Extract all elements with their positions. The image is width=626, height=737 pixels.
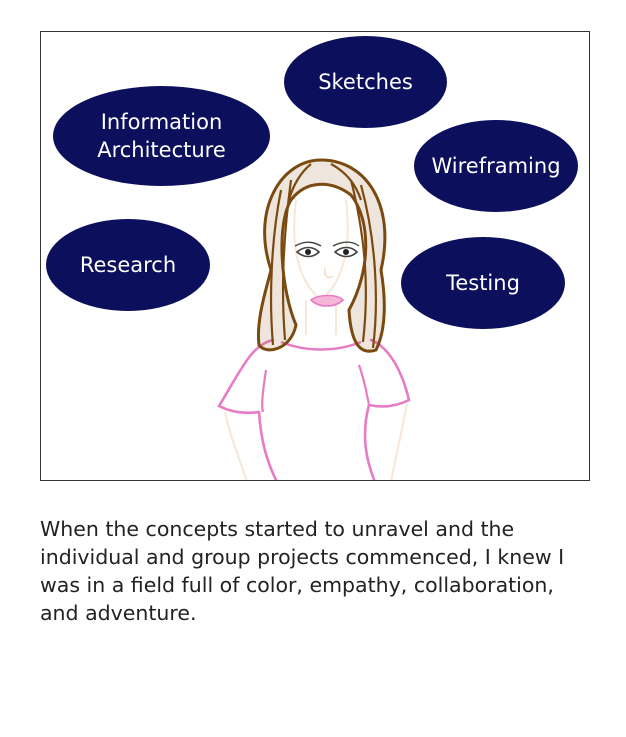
- shirt-outline: [217, 338, 278, 480]
- bubble-sketches-label: Sketches: [318, 70, 413, 94]
- bubble-wireframing-label: Wireframing: [431, 154, 561, 178]
- arm-right: [390, 403, 408, 480]
- hair: [256, 158, 387, 353]
- arm-left: [224, 411, 248, 480]
- bubble-testing-label: Testing: [446, 271, 520, 295]
- woman-drawing: [217, 158, 411, 480]
- bubble-research: Research: [46, 219, 210, 311]
- sleeve-right: [357, 364, 371, 406]
- bubble-research-label: Research: [79, 253, 177, 277]
- illustration-panel: Sketches Information Architecture Wirefr…: [40, 31, 590, 481]
- bubble-testing: Testing: [401, 237, 565, 329]
- bubble-wireframing: Wireframing: [414, 120, 578, 212]
- sleeve-left: [261, 369, 268, 413]
- bubble-info-line-1: Information: [100, 110, 223, 134]
- neckline: [280, 340, 362, 351]
- bubble-info-line-2: Architecture: [97, 138, 226, 162]
- shirt-outline-right: [363, 338, 411, 480]
- nose: [323, 267, 334, 279]
- story-caption: When the concepts started to unravel and…: [40, 517, 565, 625]
- eyes: [294, 241, 360, 258]
- bubble-information-architecture: Information Architecture: [53, 86, 270, 186]
- neck: [305, 300, 337, 335]
- lips: [309, 294, 345, 307]
- bubble-sketches: Sketches: [284, 36, 447, 128]
